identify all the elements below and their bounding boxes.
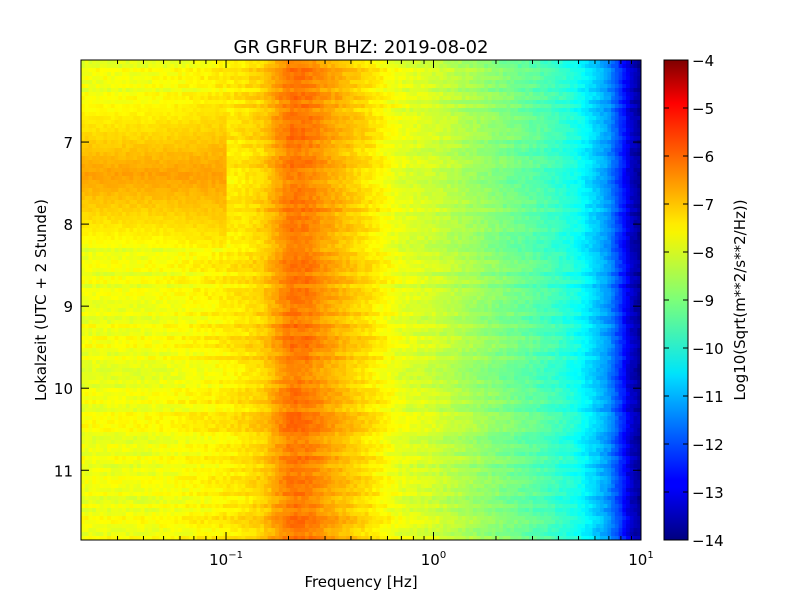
- y-axis-label: Lokalzeit (UTC + 2 Stunde): [32, 199, 50, 401]
- x-tick-label: 101: [628, 550, 653, 569]
- colorbar-tick-label: −11: [692, 388, 724, 406]
- colorbar-label: Log10(Sqrt(m**2/s**2/Hz)): [731, 199, 749, 400]
- colorbar-tick-label: −12: [692, 436, 724, 454]
- x-tick-label: 100: [421, 550, 446, 569]
- x-tick-label: 10−1: [209, 550, 243, 569]
- colorbar-tick-label: −8: [692, 244, 714, 262]
- colorbar-tick-label: −10: [692, 340, 724, 358]
- colorbar-tick-label: −7: [692, 196, 714, 214]
- y-axis-ticks: 7 8 9 10 11: [54, 134, 641, 480]
- y-tick-label: 11: [54, 462, 73, 480]
- colorbar-tick-label: −6: [692, 148, 714, 166]
- colorbar-tick-label: −4: [692, 52, 714, 70]
- y-tick-label: 8: [63, 216, 73, 234]
- y-tick-label: 9: [63, 298, 73, 316]
- colorbar-tick-label: −13: [692, 484, 724, 502]
- colorbar-tick-label: −9: [692, 292, 714, 310]
- colorbar-ticks: −4 −5 −6 −7 −8 −9 −10 −11 −12 −13 −14: [664, 52, 724, 550]
- plot-frame: [80, 59, 642, 541]
- colorbar-tick-label: −14: [692, 532, 724, 550]
- chart-title: GR GRFUR BHZ: 2019-08-02: [234, 37, 489, 58]
- colorbar-tick-label: −5: [692, 100, 714, 118]
- x-axis-ticks: 10−1 100 101: [80, 60, 654, 569]
- y-tick-label: 10: [54, 380, 73, 398]
- heatmap-cells: [81, 60, 641, 540]
- y-tick-label: 7: [63, 134, 73, 152]
- x-axis-label: Frequency [Hz]: [304, 573, 417, 591]
